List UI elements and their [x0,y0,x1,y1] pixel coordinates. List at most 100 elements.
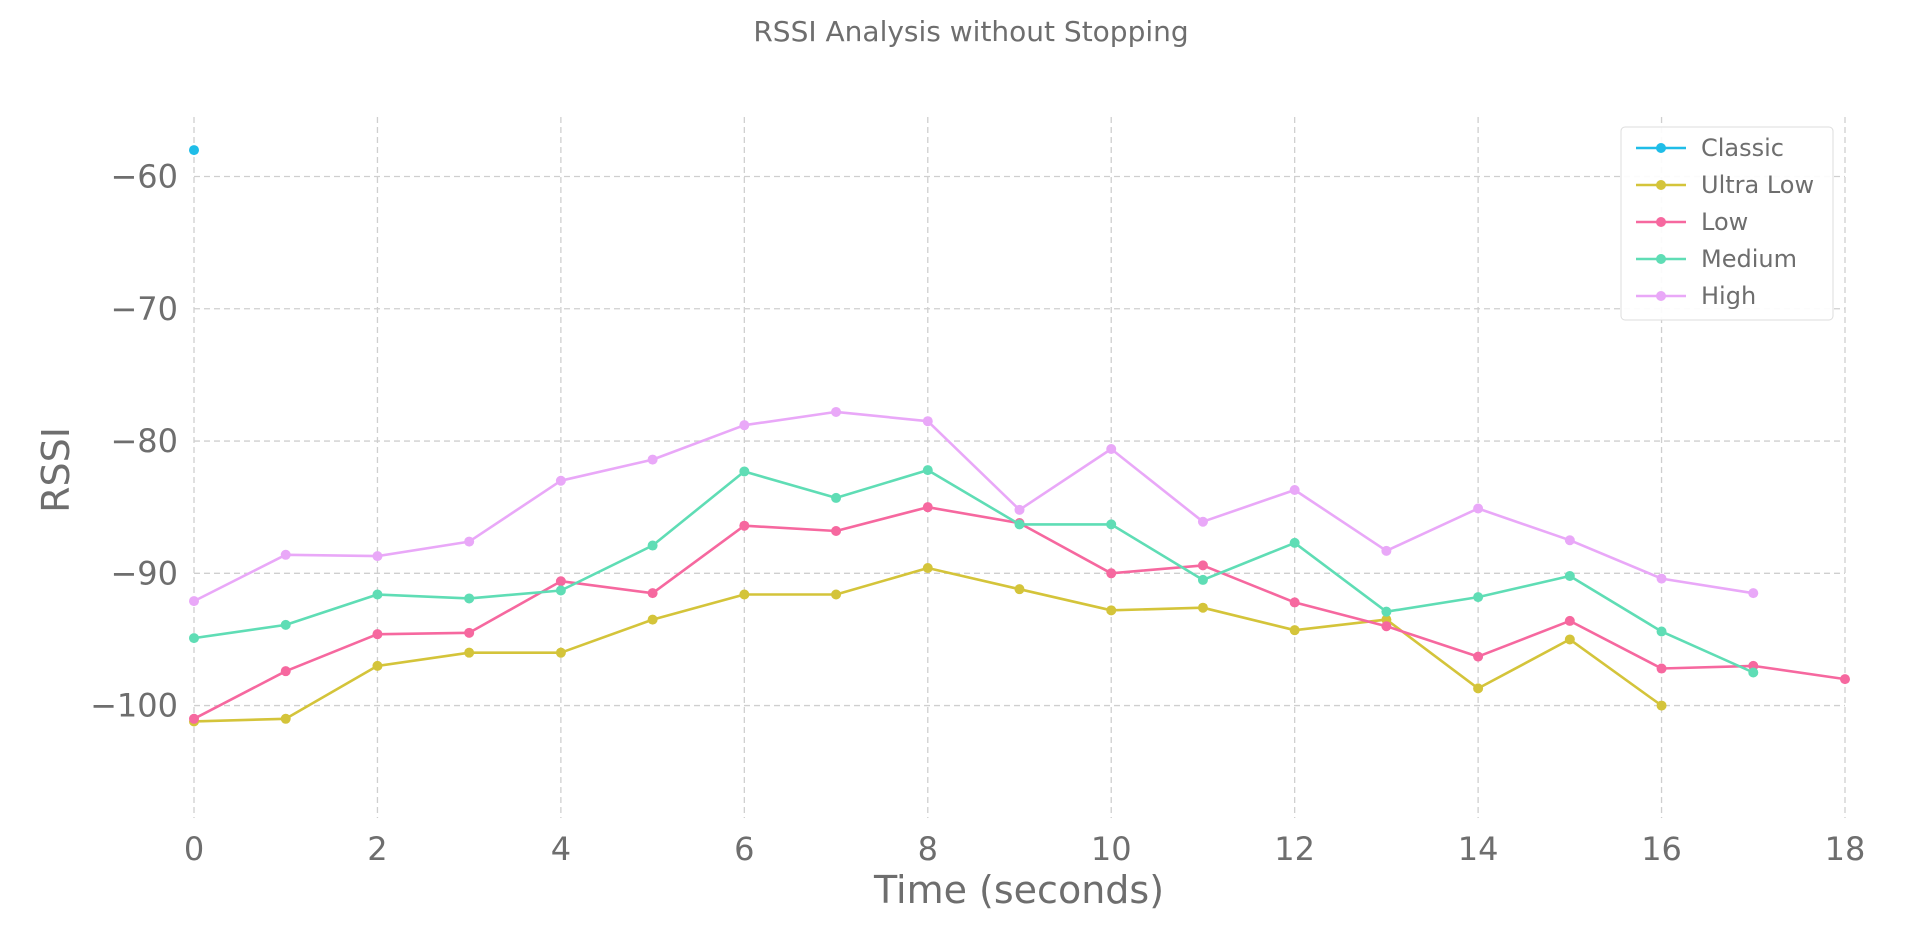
data-point-low [831,525,842,536]
data-point-low [922,502,933,513]
data-point-high [1381,545,1392,556]
x-axis-title: Time (seconds) [873,868,1164,912]
legend-label: Ultra Low [1701,171,1814,199]
chart-title: RSSI Analysis without Stopping [753,15,1188,48]
y-tick-label: −100 [90,687,178,725]
x-tick-label: 4 [551,830,571,868]
data-point-low [647,588,658,599]
data-point-high [464,536,475,547]
series-line-medium [192,468,1755,674]
data-point-medium [1197,574,1208,585]
series-medium [189,465,1759,678]
data-point-medium [1748,667,1759,678]
data-point-high [739,420,750,431]
data-point-high [372,551,383,562]
x-tick-label: 10 [1091,830,1132,868]
legend-label: High [1701,282,1756,310]
data-point-low [555,576,566,587]
data-point-high [1106,443,1117,454]
x-tick-label: 2 [367,830,387,868]
data-point-high [1289,484,1300,495]
y-axis-ticks: −60 −70 −80 −90 −100 [90,158,178,725]
data-point-medium [1564,570,1575,581]
data-point-medium [189,633,199,644]
data-point-high [1656,573,1667,584]
series-line-high [192,410,1755,603]
data-point-classic [189,145,199,156]
data-point-ultra-low [739,589,750,600]
data-point-medium [280,619,291,630]
legend-swatch-marker [1656,254,1666,264]
legend-item-ultra-low: Ultra Low [1636,171,1814,199]
x-tick-label: 16 [1641,830,1682,868]
data-point-low [1840,674,1850,685]
data-point-medium [831,492,842,503]
data-point-ultra-low [1197,602,1208,613]
legend-swatch-marker [1656,180,1666,190]
y-tick-label: −70 [110,290,178,328]
data-point-ultra-low [1289,625,1300,636]
y-axis-title: RSSI [34,427,78,513]
data-point-medium [1106,519,1117,530]
data-point-high [1014,504,1025,515]
data-point-low [1289,597,1300,608]
data-point-medium [1014,519,1025,530]
data-point-ultra-low [1564,634,1575,645]
x-tick-label: 8 [918,830,938,868]
data-point-high [1748,588,1759,599]
data-point-medium [555,585,566,596]
data-point-medium [464,593,475,604]
series-high [189,406,1759,607]
y-tick-label: −60 [110,158,178,196]
data-point-high [1564,535,1575,546]
data-point-ultra-low [1106,605,1117,616]
data-point-ultra-low [555,647,566,658]
data-point-low [1564,615,1575,626]
legend-swatch-marker [1656,291,1666,301]
data-point-ultra-low [1656,700,1667,711]
x-axis-ticks: 0 2 4 6 8 10 12 14 16 18 [184,830,1866,868]
legend-item-high: High [1636,282,1756,310]
data-point-low [1473,651,1484,662]
data-point-high [280,549,291,560]
y-tick-label: −90 [110,554,178,592]
legend-box [1620,126,1834,321]
data-point-low [280,666,291,677]
data-point-low [464,627,475,638]
grid-lines [193,117,1846,818]
data-point-high [1473,503,1484,514]
data-point-low [189,713,199,724]
legend-swatch-marker [1656,217,1666,227]
series-line-low [192,505,1847,721]
data-point-low [1106,568,1117,579]
legend-item-low: Low [1636,208,1748,236]
data-point-ultra-low [831,589,842,600]
x-tick-label: 6 [734,830,754,868]
legend: Classic Ultra Low Low Medium High [1620,126,1834,321]
legend-label: Low [1701,208,1748,236]
legend-label: Medium [1701,245,1797,273]
data-point-high [189,596,199,607]
series-low [189,502,1850,724]
data-point-medium [372,589,383,600]
data-point-ultra-low [922,563,933,574]
data-point-high [647,454,658,465]
data-point-ultra-low [372,660,383,671]
data-point-low [1197,560,1208,571]
x-tick-label: 0 [184,830,204,868]
data-point-medium [922,465,933,476]
data-point-low [739,520,750,531]
data-point-low [1656,663,1667,674]
data-point-ultra-low [464,647,475,658]
data-point-high [831,406,842,417]
data-point-medium [1473,592,1484,603]
y-tick-label: −80 [110,422,178,460]
x-tick-label: 12 [1274,830,1315,868]
data-point-ultra-low [280,713,291,724]
data-point-ultra-low [647,614,658,625]
x-tick-label: 14 [1458,830,1499,868]
data-point-medium [1381,606,1392,617]
data-point-medium [647,540,658,551]
